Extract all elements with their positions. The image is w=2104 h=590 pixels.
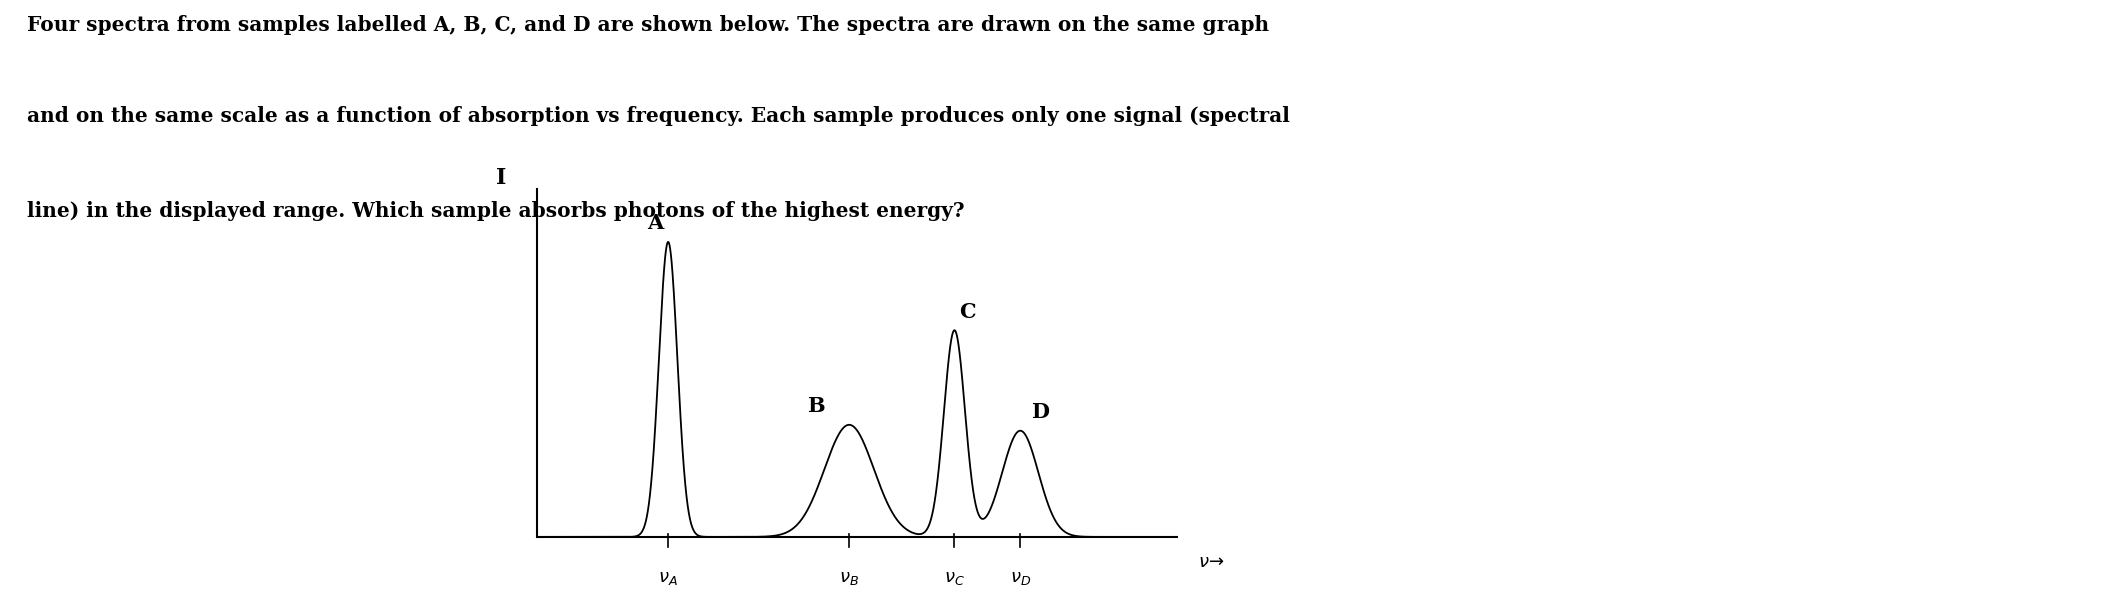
Text: I: I: [497, 167, 507, 189]
Text: C: C: [959, 301, 976, 322]
Text: line) in the displayed range. Which sample absorbs photons of the highest energy: line) in the displayed range. Which samp…: [27, 201, 966, 221]
Text: $\nu_C$: $\nu_C$: [945, 569, 966, 587]
Text: $\nu_D$: $\nu_D$: [1010, 569, 1031, 587]
Text: $\nu\!\rightarrow$: $\nu\!\rightarrow$: [1197, 553, 1225, 571]
Text: D: D: [1031, 402, 1050, 422]
Text: A: A: [646, 213, 663, 233]
Text: Four spectra from samples labelled A, B, C, and D are shown below. The spectra a: Four spectra from samples labelled A, B,…: [27, 15, 1269, 35]
Text: $\nu_B$: $\nu_B$: [839, 569, 858, 587]
Text: and on the same scale as a function of absorption vs frequency. Each sample prod: and on the same scale as a function of a…: [27, 106, 1290, 126]
Text: $\nu_A$: $\nu_A$: [659, 569, 677, 587]
Text: B: B: [808, 396, 825, 416]
